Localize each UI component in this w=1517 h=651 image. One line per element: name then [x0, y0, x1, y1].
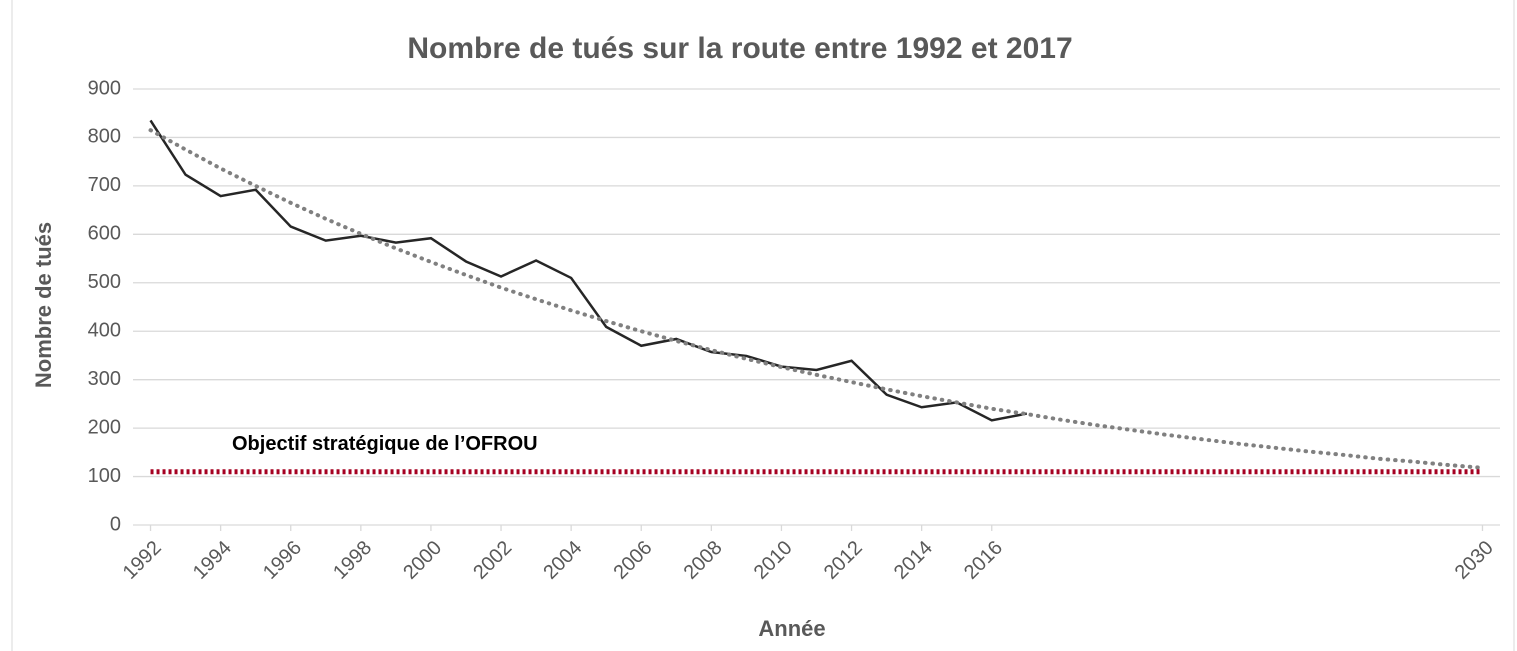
- y-axis-label: Nombre de tués: [31, 222, 56, 388]
- y-tick-label: 600: [88, 223, 121, 245]
- x-tick-label: 2010: [750, 537, 797, 584]
- x-tick-label: 1994: [189, 537, 236, 584]
- y-tick-label: 800: [88, 126, 121, 148]
- x-tick-label: 2004: [539, 537, 586, 584]
- x-tick-label: 1992: [119, 537, 166, 584]
- x-tick-label: 2000: [399, 537, 446, 584]
- series-line: [149, 119, 1028, 422]
- y-tick-label: 300: [88, 368, 121, 390]
- x-tick-label: 2008: [680, 537, 727, 584]
- series-line: [148, 128, 1485, 470]
- y-tick-label: 200: [88, 416, 121, 438]
- x-tick-label: 2016: [960, 537, 1007, 584]
- y-tick-label: 900: [88, 77, 121, 99]
- y-tick-label: 0: [110, 513, 121, 535]
- series-label: Objectif stratégique de l’OFROU: [232, 433, 538, 455]
- y-tick-label: 700: [88, 174, 121, 196]
- x-tick-label: 2014: [890, 537, 937, 584]
- y-tick-label: 400: [88, 320, 121, 342]
- chart-frame: [11, 0, 1515, 651]
- x-tick-label: 2030: [1451, 537, 1498, 584]
- x-tick-label: 1996: [259, 537, 306, 584]
- x-axis-label: Année: [758, 616, 825, 641]
- x-tick-label: 2002: [469, 537, 516, 584]
- y-tick-label: 100: [88, 465, 121, 487]
- chart-title: Nombre de tués sur la route entre 1992 e…: [407, 32, 1072, 65]
- x-tick-label: 1998: [329, 537, 376, 584]
- x-tick-label: 2012: [820, 537, 867, 584]
- x-tick-label: 2006: [609, 537, 656, 584]
- y-tick-label: 500: [88, 271, 121, 293]
